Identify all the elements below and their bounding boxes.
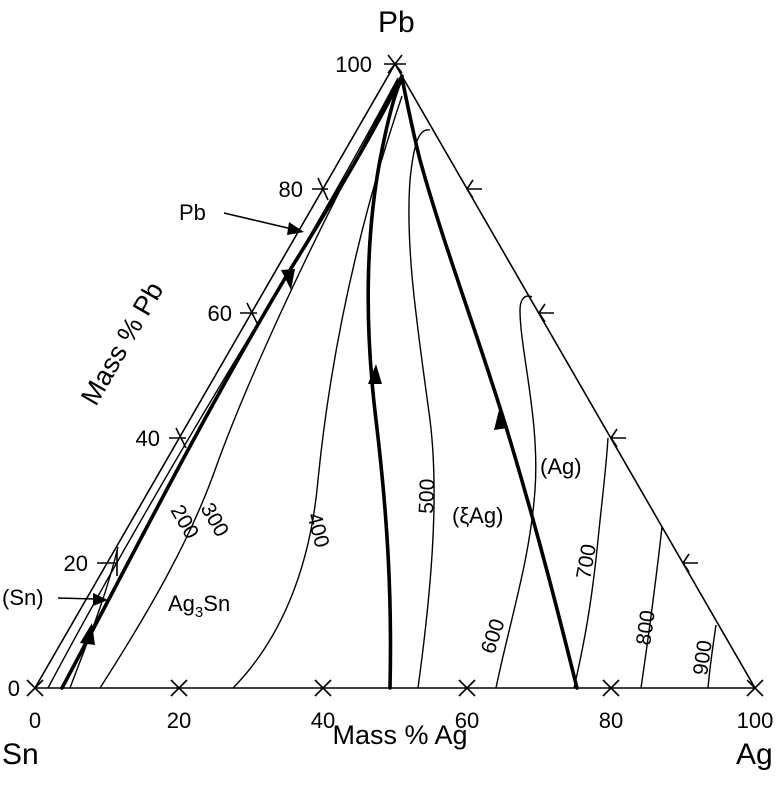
isotherm-label-800: 800 — [632, 609, 660, 647]
bottom-tick-100 — [746, 679, 764, 697]
right-tick-20 — [682, 553, 698, 573]
bottom-tick-label-20: 20 — [167, 708, 191, 733]
pointer-line-pb — [223, 212, 293, 230]
arrow-ag3sn — [368, 364, 382, 384]
left-tick-label-60: 60 — [208, 301, 232, 326]
phase-label-sn: (Sn) — [2, 585, 44, 610]
direction-arrows — [80, 269, 508, 645]
arrow-ag — [494, 410, 508, 430]
isotherm-700 — [573, 437, 609, 689]
isotherm-label-900: 900 — [689, 639, 717, 677]
left-tick-label-40: 40 — [136, 426, 160, 451]
isotherm-label-700: 700 — [572, 542, 601, 581]
phase-label-ag3sn-base: Ag — [168, 591, 195, 616]
phase-label-xi-ag: (ξAg) — [452, 503, 503, 528]
bottom-tick-label-40: 40 — [311, 708, 335, 733]
arrow-sn-upper — [281, 269, 295, 290]
univariant-curve-sn — [60, 74, 404, 690]
isotherm-400 — [232, 95, 403, 689]
left-axis-title: Mass % Pb — [75, 277, 169, 410]
isotherm-label-500: 500 — [415, 478, 439, 514]
left-tick-60 — [240, 302, 258, 324]
left-tick-labels: 0 20 40 60 80 100 — [8, 52, 372, 701]
right-axis-ticks — [466, 179, 698, 573]
vertex-label-sn: Sn — [2, 738, 39, 771]
sn-boundary — [69, 546, 119, 689]
bottom-tick-label-0: 0 — [29, 708, 41, 733]
left-tick-80 — [312, 177, 329, 201]
pointer-arrows — [57, 212, 304, 606]
vertex-label-pb: Pb — [378, 6, 415, 39]
bottom-tick-label-60: 60 — [455, 708, 479, 733]
phase-label-ag: (Ag) — [540, 454, 582, 479]
left-tick-label-100: 100 — [335, 52, 372, 77]
bottom-tick-label-100: 100 — [737, 708, 774, 733]
isotherm-800 — [640, 526, 663, 689]
right-tick-60 — [538, 303, 554, 323]
isotherms — [47, 77, 717, 689]
triangle-outline — [33, 62, 757, 689]
bottom-tick-label-80: 80 — [599, 708, 623, 733]
isotherm-label-200: 200 — [166, 501, 203, 543]
bottom-tick-labels: 0 20 40 60 80 100 — [29, 708, 773, 733]
bottom-axis-title: Mass % Ag — [332, 720, 467, 750]
left-tick-label-80: 80 — [279, 177, 303, 202]
left-tick-label-20: 20 — [64, 551, 88, 576]
bottom-tick-80 — [602, 679, 620, 697]
phase-label-ag3sn-tail: Sn — [203, 591, 230, 616]
isotherm-label-400: 400 — [302, 510, 333, 550]
phase-label-ag3sn: Ag3Sn — [168, 591, 230, 621]
univariant-curve-ag — [400, 76, 579, 690]
univariant-curve-ag3sn — [366, 76, 404, 690]
arrow-sn-lower — [80, 623, 95, 645]
isotherm-300 — [99, 79, 399, 689]
isotherm-500 — [408, 129, 435, 689]
pointer-line-sn — [57, 597, 96, 600]
pointer-head-pb — [287, 222, 304, 235]
bottom-tick-60 — [458, 679, 476, 697]
left-tick-label-0: 0 — [8, 676, 20, 701]
right-tick-80 — [466, 179, 482, 199]
vertex-label-ag: Ag — [736, 738, 773, 771]
isotherm-600 — [495, 295, 537, 689]
left-tick-100 — [384, 54, 406, 74]
univariant-curves — [60, 74, 579, 690]
bottom-axis-ticks — [26, 679, 764, 697]
phase-label-pb: Pb — [179, 200, 206, 225]
bottom-tick-20 — [170, 679, 188, 697]
bottom-tick-0 — [26, 679, 44, 697]
bottom-tick-40 — [314, 679, 332, 697]
right-tick-40 — [610, 428, 626, 448]
isotherm-labels: 200 300 400 500 600 700 800 900 — [166, 478, 717, 676]
pointer-head-sn — [93, 593, 108, 606]
phase-label-ag3sn-sub: 3 — [195, 604, 203, 621]
isotherm-900 — [707, 624, 717, 689]
